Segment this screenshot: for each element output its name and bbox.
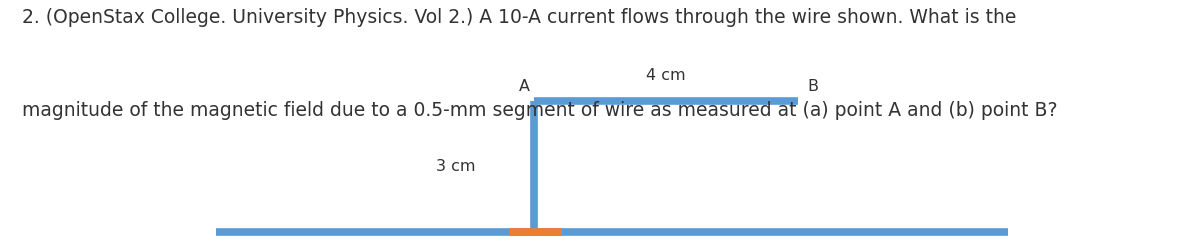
Text: 4 cm: 4 cm [646, 68, 686, 83]
Text: B: B [806, 79, 818, 94]
Text: A: A [518, 79, 530, 94]
Text: magnitude of the magnetic field due to a 0.5-mm segment of wire as measured at (: magnitude of the magnetic field due to a… [22, 101, 1057, 120]
Text: 3 cm: 3 cm [437, 159, 475, 174]
Text: 2. (OpenStax College. University Physics. Vol 2.) A 10-A current flows through t: 2. (OpenStax College. University Physics… [22, 8, 1016, 26]
